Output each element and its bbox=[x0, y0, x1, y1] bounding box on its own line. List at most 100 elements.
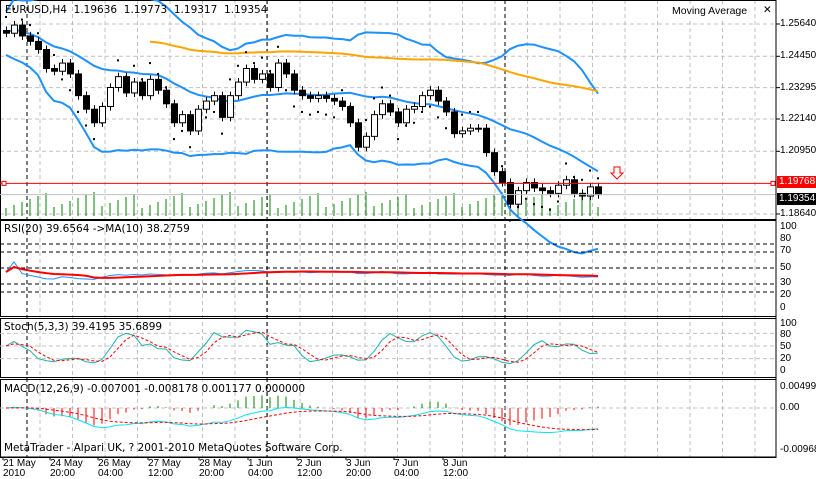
low-price: 1.19317 bbox=[173, 4, 218, 16]
parabolic-sar-dot bbox=[333, 116, 335, 119]
bear-candle bbox=[443, 100, 450, 113]
parabolic-sar-dot bbox=[477, 110, 479, 113]
bear-candle bbox=[27, 35, 34, 42]
parabolic-sar-dot bbox=[557, 200, 559, 203]
bull-candle bbox=[475, 127, 482, 130]
bear-candle bbox=[547, 190, 554, 194]
chart-header: EURUSD,H4 1.19636 1.19773 1.19317 1.1935… bbox=[5, 4, 267, 17]
parabolic-sar-dot bbox=[469, 110, 471, 113]
bear-candle bbox=[43, 49, 50, 70]
stoch-axis-100: 100 bbox=[780, 318, 797, 329]
parabolic-sar-dot bbox=[525, 197, 527, 200]
parabolic-sar-dot bbox=[13, 7, 15, 10]
bear-candle bbox=[75, 73, 82, 97]
parabolic-sar-dot bbox=[317, 110, 319, 113]
parabolic-sar-dot bbox=[5, 15, 7, 18]
bear-candle bbox=[539, 187, 546, 192]
indicator-title: Moving Average bbox=[672, 5, 748, 17]
bear-candle bbox=[155, 78, 162, 91]
parabolic-sar-dot bbox=[293, 105, 295, 108]
price-axis-label: 1.24450 bbox=[780, 50, 816, 62]
parabolic-sar-dot bbox=[589, 169, 591, 172]
parabolic-sar-dot bbox=[205, 116, 207, 119]
stoch-axis-50: 50 bbox=[780, 341, 792, 352]
bear-candle bbox=[283, 62, 290, 75]
parabolic-sar-dot bbox=[509, 219, 511, 222]
bull-candle bbox=[203, 100, 210, 110]
bull-candle bbox=[379, 103, 386, 116]
close-icon[interactable]: ✕ bbox=[763, 4, 772, 16]
parabolic-sar-dot bbox=[229, 78, 231, 81]
parabolic-sar-dot bbox=[301, 110, 303, 113]
bull-candle bbox=[363, 135, 370, 148]
rsi-axis-50: 50 bbox=[780, 262, 792, 273]
bear-candle bbox=[451, 111, 458, 135]
parabolic-sar-dot bbox=[181, 129, 183, 132]
bear-candle bbox=[595, 186, 602, 196]
bull-candle bbox=[467, 127, 474, 132]
bear-candle bbox=[219, 95, 226, 118]
parabolic-sar-dot bbox=[37, 32, 39, 35]
bear-candle bbox=[323, 95, 330, 99]
bull-candle bbox=[275, 62, 282, 89]
time-axis-label: 21 May 2010 bbox=[3, 458, 36, 479]
bear-candle bbox=[531, 181, 538, 189]
macd-axis-zero: 0.00 bbox=[780, 402, 800, 413]
bull-candle bbox=[259, 73, 266, 80]
rsi-axis-80: 80 bbox=[780, 233, 792, 244]
parabolic-sar-dot bbox=[277, 45, 279, 48]
rsi-axis-100: 100 bbox=[780, 221, 797, 232]
time-axis-label: 1 Jun 04:00 bbox=[248, 458, 274, 479]
parabolic-sar-dot bbox=[237, 64, 239, 67]
rsi-axis-0: 0 bbox=[780, 302, 786, 313]
stoch-signal-line bbox=[5, 331, 599, 363]
alert-price-tag: 1.19768 bbox=[777, 176, 816, 189]
bear-candle bbox=[507, 181, 514, 205]
indicator-window-title: Moving Average bbox=[672, 5, 748, 18]
parabolic-sar-dot bbox=[69, 89, 71, 92]
price-axis-label: 1.20950 bbox=[780, 145, 816, 157]
bear-candle bbox=[491, 152, 498, 173]
bear-candle bbox=[483, 127, 490, 154]
parabolic-sar-dot bbox=[389, 94, 391, 97]
bull-candle bbox=[99, 106, 106, 124]
bull-candle bbox=[235, 81, 242, 97]
bear-candle bbox=[307, 95, 314, 99]
parabolic-sar-dot bbox=[437, 116, 439, 119]
bear-candle bbox=[91, 108, 98, 124]
parabolic-sar-dot bbox=[85, 124, 87, 127]
bear-candle bbox=[267, 73, 274, 89]
stoch-axis-0: 0 bbox=[780, 365, 786, 376]
bull-candle bbox=[179, 114, 186, 124]
parabolic-sar-dot bbox=[461, 113, 463, 116]
parabolic-sar-dot bbox=[565, 162, 567, 165]
bollinger-upper bbox=[5, 0, 599, 95]
stoch-label: Stoch(5,3,3) 39.4195 35.6899 bbox=[4, 321, 163, 333]
parabolic-sar-dot bbox=[429, 105, 431, 108]
parabolic-sar-dot bbox=[221, 132, 223, 135]
bull-candle bbox=[563, 179, 570, 186]
bear-candle bbox=[331, 97, 338, 102]
parabolic-sar-dot bbox=[581, 178, 583, 181]
parabolic-sar-dot bbox=[21, 18, 23, 21]
parabolic-sar-dot bbox=[341, 89, 343, 92]
parabolic-sar-dot bbox=[53, 53, 55, 56]
bull-candle bbox=[131, 81, 138, 94]
bull-candle bbox=[115, 76, 122, 89]
parabolic-sar-dot bbox=[413, 121, 415, 124]
bull-candle bbox=[227, 95, 234, 118]
bid-price-tag: 1.19354 bbox=[777, 192, 816, 205]
time-axis-label: 3 Jun 20:00 bbox=[346, 458, 372, 479]
bear-candle bbox=[499, 171, 506, 183]
bull-candle bbox=[195, 108, 202, 132]
bull-candle bbox=[147, 78, 154, 97]
parabolic-sar-dot bbox=[261, 56, 263, 59]
alert-handle bbox=[770, 180, 776, 186]
time-axis-label: 27 May 12:00 bbox=[148, 458, 181, 479]
bull-candle bbox=[59, 62, 66, 72]
parabolic-sar-dot bbox=[77, 110, 79, 113]
parabolic-sar-dot bbox=[381, 86, 383, 89]
parabolic-sar-dot bbox=[549, 208, 551, 211]
parabolic-sar-dot bbox=[133, 64, 135, 67]
